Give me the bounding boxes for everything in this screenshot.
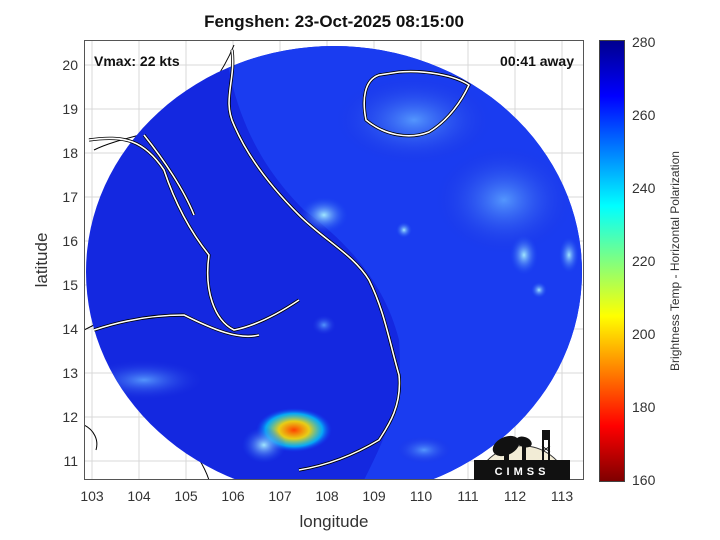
colorbar-tick: 260 [632,107,656,123]
x-axis-label: longitude [299,512,369,531]
plot-frame [84,40,584,480]
ytick-label: 16 [62,233,78,249]
xtick-label: 104 [127,488,151,504]
xtick-label: 105 [174,488,198,504]
coastlines [88,49,471,472]
satellite-swath [86,46,582,480]
xtick-label: 107 [268,488,292,504]
ytick-label: 15 [62,277,78,293]
xtick-label: 111 [457,488,479,504]
logo-text: CIMSS [495,466,550,478]
ytick-label: 18 [62,145,78,161]
y-axis-label: latitude [32,232,51,288]
chart-title: Fengshen: 23-Oct-2025 08:15:00 [204,12,464,31]
map-svg [84,40,584,480]
colorbar-tick: 220 [632,253,656,269]
xtick-label: 112 [503,488,527,504]
colorbar-label: Brightness Temp - Horizontal Polarizatio… [668,151,682,371]
xtick-label: 108 [315,488,339,504]
colorbar-tick: 160 [632,472,656,488]
xtick-label: 106 [221,488,245,504]
xtick-label: 109 [362,488,386,504]
ytick-label: 17 [62,189,78,205]
ytick-label: 19 [62,101,78,117]
ytick-label: 11 [63,453,78,469]
xtick-label: 113 [550,488,574,504]
vmax-label: Vmax: 22 kts [94,53,180,69]
colorbar [599,40,625,482]
ytick-label: 12 [62,409,78,425]
colorbar-tick: 240 [632,180,656,196]
ytick-label: 13 [62,365,78,381]
time-away-label: 00:41 away [500,53,574,69]
ytick-label: 14 [62,321,78,337]
map-plot-area [84,40,584,480]
colorbar-tick: 200 [632,326,656,342]
xtick-label: 103 [80,488,104,504]
colorbar-tick: 180 [632,399,656,415]
cimss-logo: CIMSS [472,412,572,481]
xtick-label: 110 [409,488,433,504]
colorbar-tick: 280 [632,34,656,50]
ytick-label: 20 [62,57,78,73]
